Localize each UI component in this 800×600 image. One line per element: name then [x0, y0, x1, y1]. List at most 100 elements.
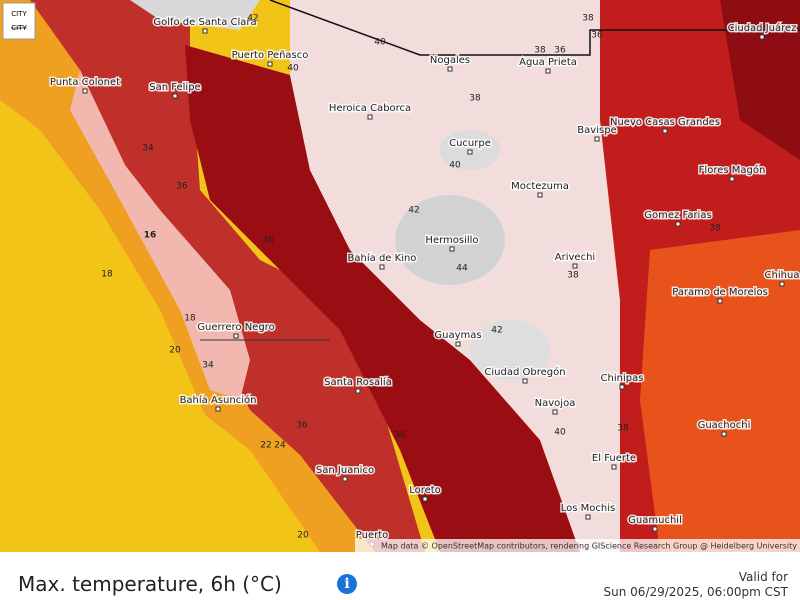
city-label: Agua Prieta	[519, 57, 577, 68]
city-label: Arivechi	[555, 252, 595, 263]
city-marker	[759, 34, 765, 40]
city-label: Loreto	[409, 485, 441, 496]
contour-label: 36	[262, 236, 274, 246]
city-label: Gomez Farias	[644, 210, 711, 221]
city-marker	[267, 61, 273, 67]
city-marker	[215, 406, 221, 412]
contour-label: 40	[374, 38, 386, 48]
contour-label: 40	[554, 428, 566, 438]
contour-label: 36	[591, 31, 603, 41]
city-marker	[449, 246, 455, 252]
badge-text: CITY	[11, 10, 27, 18]
contour-label: 38	[534, 46, 546, 56]
contour-label: 42	[491, 326, 502, 336]
baja-land	[30, 0, 425, 552]
city-label: Nogales	[430, 55, 470, 66]
city-label: Ciudad Juárez	[728, 22, 797, 34]
city-label: San Felipe	[149, 82, 200, 93]
attribution: Map data © OpenStreetMap contributors, r…	[381, 542, 797, 551]
contour-label: 38	[582, 14, 594, 24]
city-label: Moctezuma	[511, 181, 569, 192]
contour-label: 40	[449, 161, 461, 171]
city-marker	[552, 409, 558, 415]
city-label: Bahía Asunción	[180, 394, 257, 406]
city-label: Guerrero Negro	[197, 322, 274, 333]
contour-label: 42	[247, 14, 258, 24]
cool-area	[470, 320, 550, 380]
city-label: Heroica Caborca	[329, 103, 411, 114]
contour-label: 40	[287, 64, 299, 74]
city-marker	[379, 264, 385, 270]
inland-hottest	[720, 0, 800, 160]
city-label: Nuevo Casas Grandes	[610, 117, 720, 128]
city-marker	[172, 93, 178, 99]
city-marker	[652, 526, 658, 532]
city-marker	[422, 496, 428, 502]
city-label: Santa Rosalía	[324, 376, 392, 388]
contour-label: 36	[296, 421, 308, 431]
gulf	[185, 45, 580, 552]
contour-label: 20	[169, 346, 181, 356]
city-label: Paramo de Morelos	[672, 287, 768, 298]
city-label: Puerto Peñasco	[232, 50, 309, 61]
contour-label: 36	[394, 431, 406, 441]
info-icon[interactable]: i	[337, 574, 357, 594]
city-label: Bavispe	[577, 125, 616, 136]
valid: Valid for Sun 06/29/2025, 06:00pm CST	[604, 570, 788, 600]
city-label: Golfo de Santa Clara	[153, 17, 256, 28]
city-marker	[779, 281, 785, 287]
city-marker	[619, 384, 625, 390]
coast-fringe	[70, 70, 250, 400]
contour-label: 18	[184, 314, 196, 324]
contour-label: 36	[554, 46, 566, 56]
city-marker	[355, 388, 361, 394]
city-marker	[545, 68, 551, 74]
inland-hotter	[640, 230, 800, 552]
valid-label: Valid for	[738, 570, 788, 584]
city-label: Cucurpe	[449, 138, 491, 149]
contour-label: 44	[456, 264, 468, 274]
city-label: San Juanico	[316, 465, 374, 476]
contour-label: 38	[709, 224, 721, 234]
map: CITY CITY Golfo de Santa Clara Puerto Peñ…	[0, 0, 800, 552]
city-marker	[455, 341, 461, 347]
contour-label: 18	[101, 270, 113, 280]
city-label: Chinipas	[601, 373, 644, 384]
city-marker	[467, 149, 473, 155]
city-label: Chihua	[765, 270, 800, 281]
contour-label: 34	[142, 144, 154, 154]
city-label: Guachochi	[698, 420, 751, 431]
contour-label: 38	[567, 271, 579, 281]
contour-label: 20	[297, 531, 309, 541]
city-marker	[729, 176, 735, 182]
city-marker	[447, 66, 453, 72]
city-marker	[721, 431, 727, 437]
city-marker	[342, 476, 348, 482]
city-label: Ciudad Obregón	[484, 366, 565, 378]
badge-text: CITY	[11, 24, 27, 32]
city-marker	[522, 378, 528, 384]
city-label: Hermosillo	[425, 235, 478, 246]
contour-label: 42	[408, 206, 419, 216]
border	[269, 0, 800, 56]
city-marker	[675, 221, 681, 227]
city-label: Navojoa	[535, 398, 576, 409]
contour-label: 34	[202, 361, 214, 371]
city-marker	[367, 114, 373, 120]
contour-label: 38	[469, 94, 481, 104]
cool-area	[130, 0, 260, 30]
city-label: Bahía de Kino	[348, 252, 417, 264]
contour-label: 16	[144, 231, 157, 241]
city-label: Guaymas	[434, 330, 481, 341]
city-label: Flores Magón	[699, 164, 766, 176]
city-marker	[572, 263, 578, 269]
cool-area	[395, 195, 505, 285]
contour-label: 36	[176, 182, 188, 192]
title: Max. temperature, 6h (°C)	[18, 572, 282, 596]
city-label: Guamuchil	[628, 515, 682, 526]
city-label: El Fuerte	[592, 453, 636, 464]
city-marker	[202, 28, 208, 34]
city-marker	[585, 514, 591, 520]
city-marker	[233, 333, 239, 339]
